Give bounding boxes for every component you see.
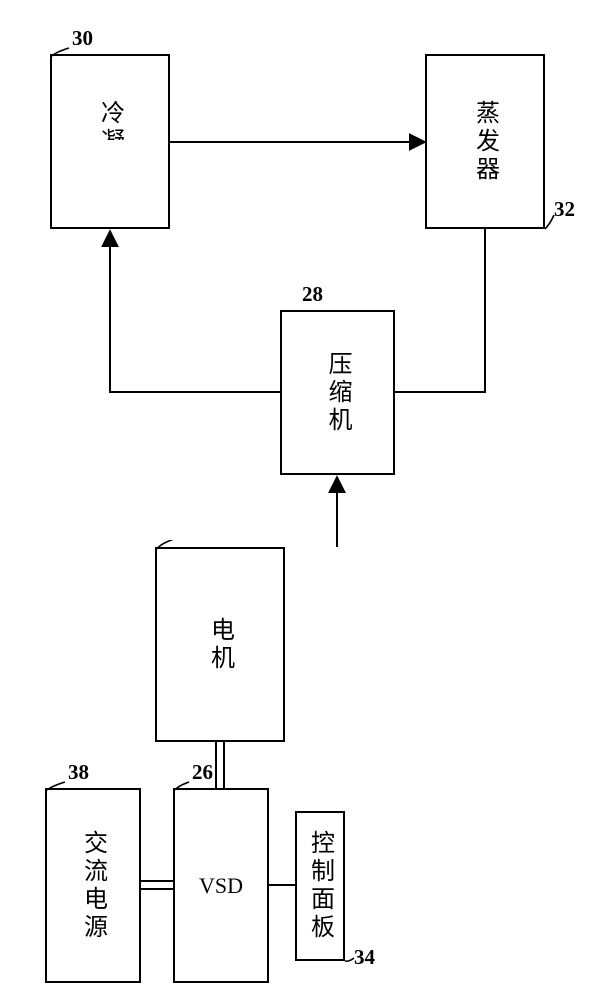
connectors-accurate <box>0 0 591 1000</box>
